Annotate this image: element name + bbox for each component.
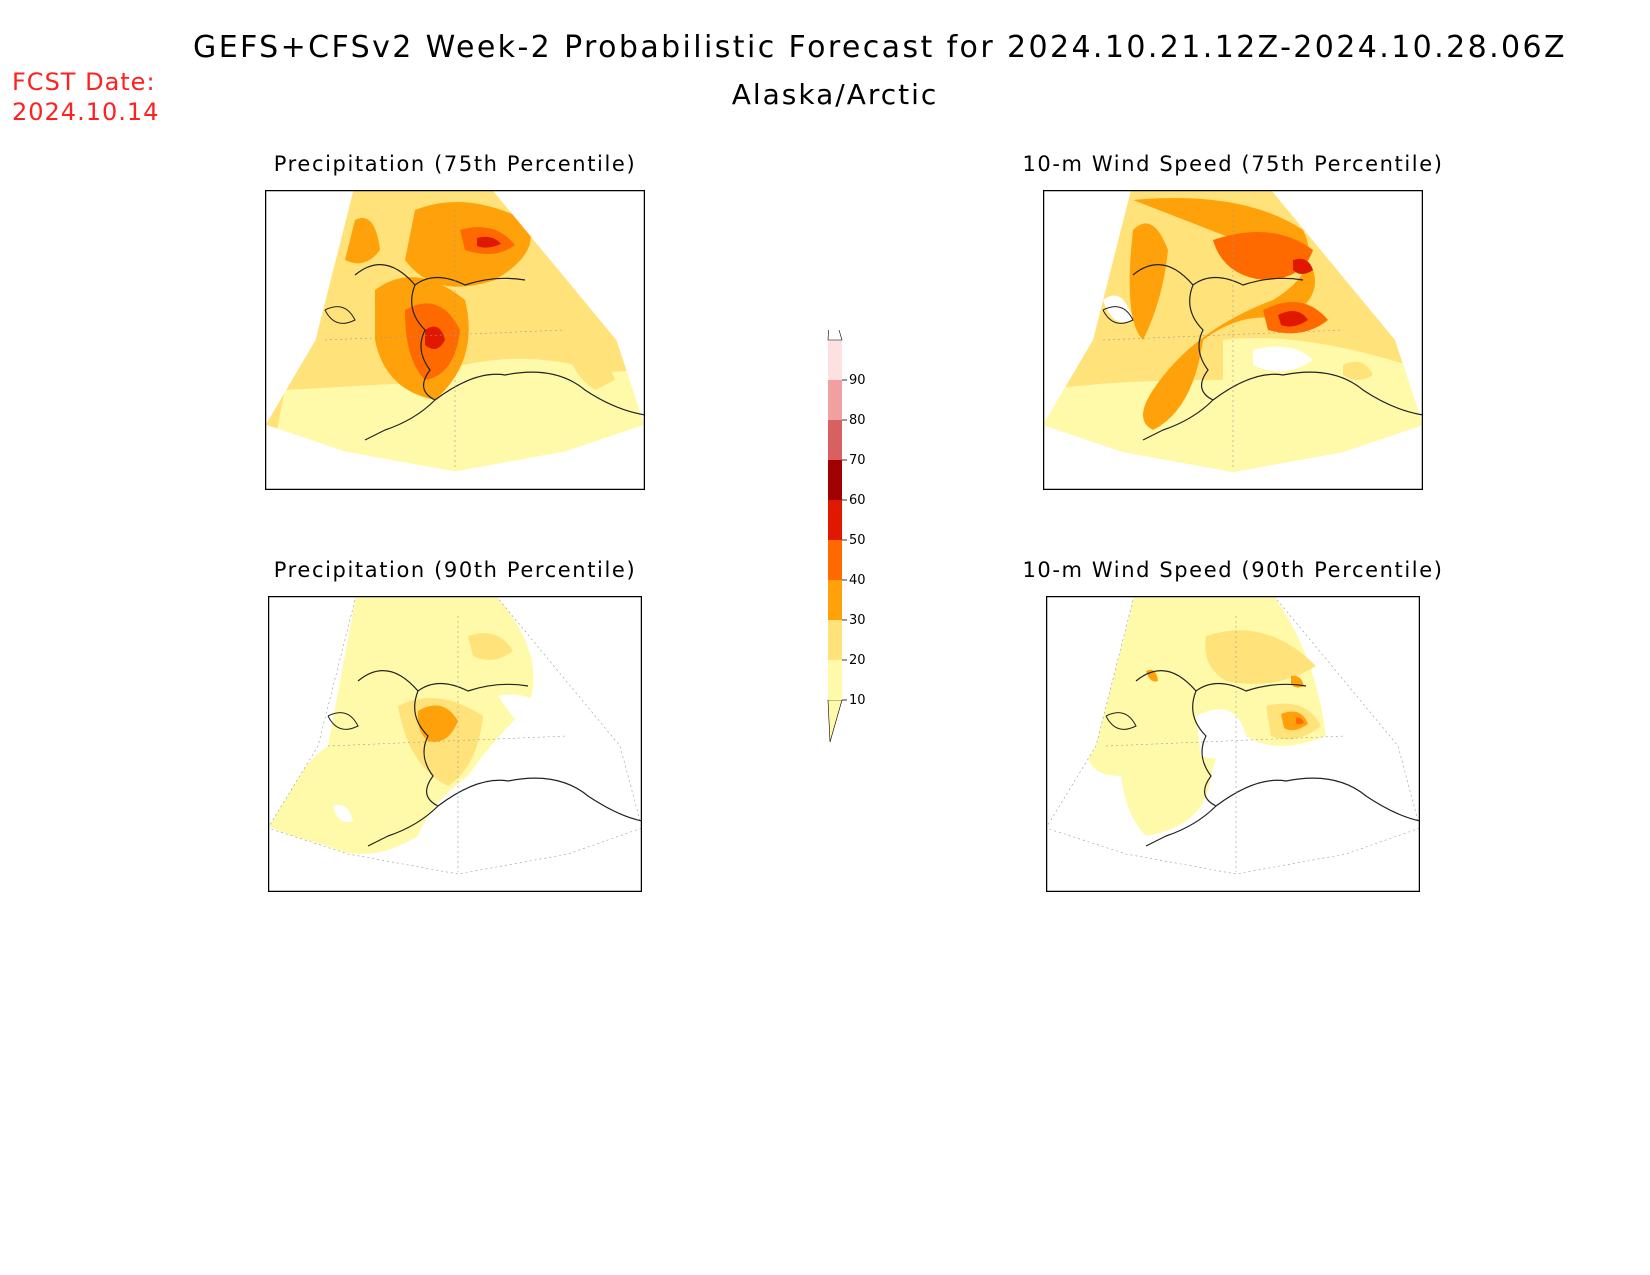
- map-panel-precip-90: [268, 596, 642, 892]
- map-panel-precip-75: [265, 190, 645, 490]
- legend-tick-label: 70: [849, 453, 866, 468]
- forecast-date-value: 2024.10.14: [12, 98, 160, 126]
- legend-tick-label: 90: [849, 373, 866, 388]
- legend-cap-low: [827, 699, 843, 743]
- legend-tick-label: 10: [849, 693, 866, 708]
- legend-swatch: [828, 460, 842, 500]
- legend-tick-label: 40: [849, 573, 866, 588]
- legend-swatch: [828, 340, 842, 380]
- legend-tick-label: 60: [849, 493, 866, 508]
- legend-swatch: [828, 380, 842, 420]
- panel-title-precip-90: Precipitation (90th Percentile): [273, 558, 637, 582]
- color-legend: 10 20 30 40 50 60 70 80 90: [820, 299, 880, 754]
- legend-swatch: [828, 580, 842, 620]
- panel-title-wind-90: 10-m Wind Speed (90th Percentile): [1022, 558, 1444, 582]
- map-panel-wind-75: [1043, 190, 1423, 490]
- legend-swatch: [828, 620, 842, 660]
- panel-title-precip-75: Precipitation (75th Percentile): [273, 152, 637, 176]
- legend-swatch: [828, 420, 842, 460]
- region-title: Alaska/Arctic: [731, 78, 939, 111]
- legend-swatch: [828, 500, 842, 540]
- legend-tick-label: 80: [849, 413, 866, 428]
- map-panel-wind-90: [1046, 596, 1420, 892]
- forecast-date-label: FCST Date:: [12, 68, 156, 96]
- legend-tick-label: 50: [849, 533, 866, 548]
- color-legend-bar: 10 20 30 40 50 60 70 80 90: [827, 299, 866, 743]
- legend-tick-label: 20: [849, 653, 866, 668]
- legend-tick-label: 30: [849, 613, 866, 628]
- legend-swatch: [828, 540, 842, 580]
- panel-title-wind-75: 10-m Wind Speed (75th Percentile): [1022, 152, 1444, 176]
- main-title: GEFS+CFSv2 Week-2 Probabilistic Forecast…: [193, 30, 1567, 65]
- legend-swatch: [828, 660, 842, 700]
- legend-cap-high: [827, 299, 843, 341]
